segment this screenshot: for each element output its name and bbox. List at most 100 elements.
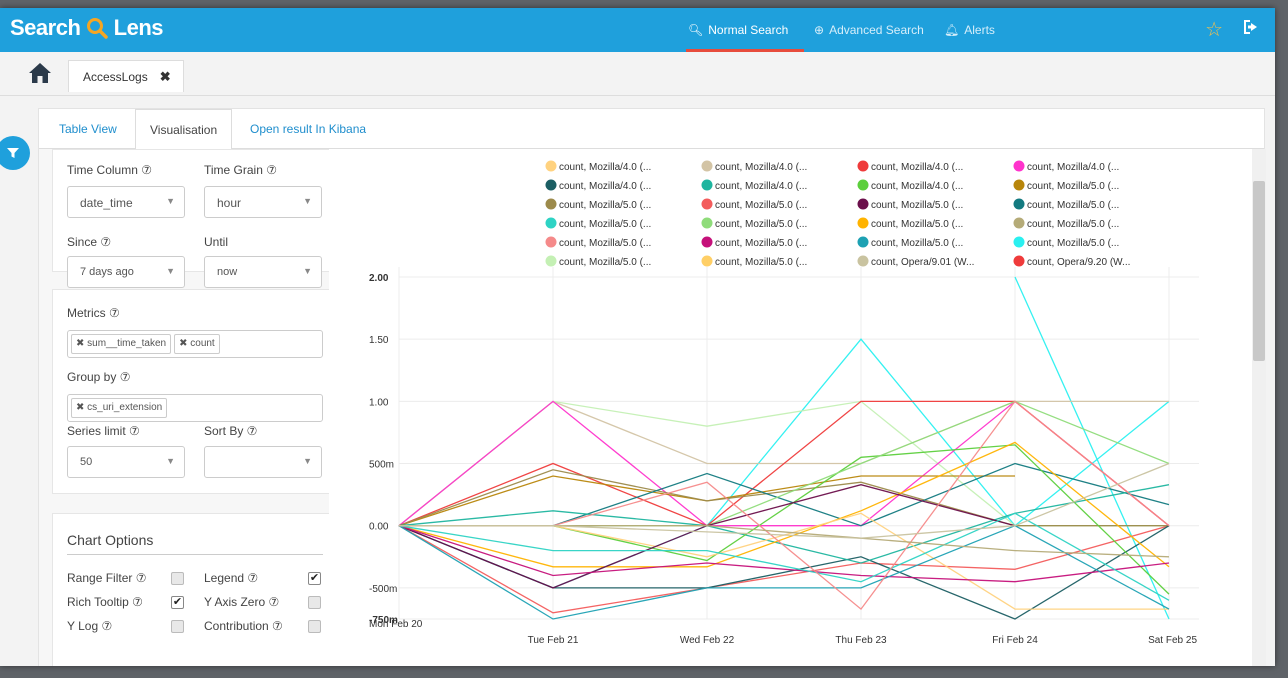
legend-swatch bbox=[545, 217, 557, 229]
legend-label: count, Mozilla/5.0 (... bbox=[1027, 238, 1119, 249]
nav-advanced-search-item[interactable]: ⊕ Advanced Search bbox=[812, 8, 926, 52]
legend-swatch bbox=[1013, 179, 1025, 191]
time-column-label: Time Column ⑦ bbox=[67, 163, 152, 177]
time-grain-select[interactable]: hour ▼ bbox=[204, 186, 322, 218]
nav-alerts-item[interactable]: 🔔︎ Alerts bbox=[942, 8, 997, 52]
legend-swatch bbox=[545, 198, 557, 210]
y-tick-label: 0.00 bbox=[369, 522, 389, 533]
legend-swatch bbox=[1013, 160, 1025, 172]
chevron-down-icon: ▼ bbox=[303, 266, 312, 276]
logo-prefix: Search bbox=[10, 15, 81, 40]
legend-checkbox[interactable]: ✔ bbox=[308, 572, 321, 585]
top-icons: ☆ bbox=[1205, 17, 1261, 43]
legend-swatch bbox=[545, 179, 557, 191]
legend-label: count, Mozilla/5.0 (... bbox=[559, 257, 651, 268]
tab-table-view[interactable]: Table View bbox=[59, 122, 117, 136]
query-controls: Time Column ⑦ Time Grain ⑦ date_time ▼ ho… bbox=[39, 149, 329, 666]
nav-normal-search-item[interactable]: 🔍︎ Normal Search bbox=[686, 8, 804, 52]
x-tick-label: Wed Feb 22 bbox=[680, 635, 735, 646]
contribution-checkbox[interactable] bbox=[308, 620, 321, 633]
legend-label: count, Mozilla/5.0 (... bbox=[871, 238, 963, 249]
tab-visualisation[interactable]: Visualisation bbox=[135, 109, 233, 150]
star-icon[interactable]: ☆ bbox=[1205, 19, 1223, 41]
result-subtabs: Table View Visualisation Open result In … bbox=[39, 109, 1264, 150]
x-tick-label: Mon Feb 20 bbox=[369, 619, 423, 630]
legend-swatch bbox=[701, 160, 713, 172]
y-tick-label: -500m bbox=[369, 584, 397, 595]
y-tick-label: 2.00 bbox=[369, 273, 389, 284]
nav-advanced-label: Advanced Search bbox=[829, 23, 924, 37]
series-line bbox=[398, 484, 1170, 564]
time-grain-label: Time Grain ⑦ bbox=[204, 163, 277, 177]
chevron-down-icon: ▼ bbox=[166, 266, 175, 276]
legend-label: count, Mozilla/5.0 (... bbox=[715, 200, 807, 211]
chevron-down-icon: ▼ bbox=[166, 196, 175, 206]
y-log-label: Y Log ⑦ bbox=[67, 619, 113, 633]
logout-icon[interactable] bbox=[1241, 17, 1261, 43]
nav-alerts[interactable]: 🔔︎ Alerts bbox=[942, 8, 997, 52]
legend-label: count, Mozilla/5.0 (... bbox=[1027, 219, 1119, 230]
until-value: now bbox=[217, 266, 238, 278]
metric-tag[interactable]: ✖ sum__time_taken bbox=[71, 334, 172, 354]
groupby-label: Group by ⑦ bbox=[67, 370, 131, 384]
filter-icon bbox=[7, 148, 19, 158]
metric-tag[interactable]: ✖ count bbox=[174, 334, 220, 354]
series-line bbox=[398, 525, 1170, 614]
tab-close-icon[interactable]: ✖ bbox=[159, 68, 171, 84]
metrics-label: Metrics ⑦ bbox=[67, 306, 120, 320]
legend-swatch bbox=[701, 236, 713, 248]
legend-label: Legend ⑦ bbox=[204, 571, 259, 585]
time-column-select[interactable]: date_time ▼ bbox=[67, 186, 185, 218]
tab-accesslogs[interactable]: AccessLogs ✖ bbox=[68, 60, 184, 92]
y-log-checkbox[interactable] bbox=[171, 620, 184, 633]
x-tick-label: Fri Feb 24 bbox=[992, 635, 1038, 646]
legend-swatch bbox=[857, 217, 869, 229]
groupby-input[interactable]: ✖ cs_uri_extension bbox=[67, 394, 323, 422]
until-select[interactable]: now ▼ bbox=[204, 256, 322, 288]
legend-label: count, Mozilla/5.0 (... bbox=[559, 200, 651, 211]
filter-toggle-button[interactable] bbox=[0, 136, 30, 170]
nav-advanced-search[interactable]: ⊕ Advanced Search bbox=[812, 8, 926, 52]
legend-swatch bbox=[545, 236, 557, 248]
legend-label: count, Mozilla/5.0 (... bbox=[1027, 181, 1119, 192]
legend-swatch bbox=[545, 255, 557, 267]
legend-label: count, Mozilla/4.0 (... bbox=[1027, 162, 1119, 173]
since-select[interactable]: 7 days ago ▼ bbox=[67, 256, 185, 288]
series-limit-select[interactable]: 50 ▼ bbox=[67, 446, 185, 478]
legend-label: count, Mozilla/5.0 (... bbox=[871, 200, 963, 211]
metrics-input[interactable]: ✖ sum__time_taken ✖ count bbox=[67, 330, 323, 358]
rich-tooltip-checkbox[interactable]: ✔ bbox=[171, 596, 184, 609]
since-label: Since ⑦ bbox=[67, 235, 112, 249]
y-tick-label: 500m bbox=[369, 460, 394, 471]
range-filter-checkbox[interactable] bbox=[171, 572, 184, 585]
legend-label: count, Mozilla/4.0 (... bbox=[559, 181, 651, 192]
logo-suffix: Lens bbox=[113, 15, 164, 40]
chart-scrollbar[interactable] bbox=[1252, 149, 1266, 666]
legend-label: count, Opera/9.20 (W... bbox=[1027, 257, 1130, 268]
tab-open-kibana[interactable]: Open result In Kibana bbox=[250, 122, 367, 136]
sortby-select[interactable]: ▼ bbox=[204, 446, 322, 478]
legend-label: count, Mozilla/4.0 (... bbox=[871, 181, 963, 192]
x-tick-label: Tue Feb 21 bbox=[528, 635, 579, 646]
legend-swatch bbox=[857, 160, 869, 172]
series-line bbox=[399, 462, 1170, 539]
home-icon[interactable] bbox=[28, 62, 52, 84]
nav-normal-search[interactable]: 🔍︎ Normal Search bbox=[686, 8, 804, 52]
app-logo[interactable]: Search Lens bbox=[10, 15, 164, 41]
bell-icon: 🔔︎ bbox=[944, 23, 960, 37]
series-line bbox=[398, 525, 1170, 583]
y-axis-zero-checkbox[interactable] bbox=[308, 596, 321, 609]
nav-normal-label: Normal Search bbox=[708, 23, 789, 37]
legend-swatch bbox=[1013, 236, 1025, 248]
groupby-tag[interactable]: ✖ cs_uri_extension bbox=[71, 398, 168, 418]
scrollbar-thumb[interactable] bbox=[1253, 181, 1265, 361]
time-card: Time Column ⑦ Time Grain ⑦ date_time ▼ ho… bbox=[52, 149, 329, 288]
legend-swatch bbox=[1013, 198, 1025, 210]
chevron-down-icon: ▼ bbox=[303, 456, 312, 466]
query-card: Metrics ⑦ ✖ sum__time_taken ✖ count Grou… bbox=[52, 289, 329, 494]
legend-swatch bbox=[701, 179, 713, 191]
x-tick-label: Sat Feb 25 bbox=[1148, 635, 1197, 646]
y-axis-zero-label: Y Axis Zero ⑦ bbox=[204, 595, 280, 609]
legend-label: count, Mozilla/5.0 (... bbox=[559, 219, 651, 230]
